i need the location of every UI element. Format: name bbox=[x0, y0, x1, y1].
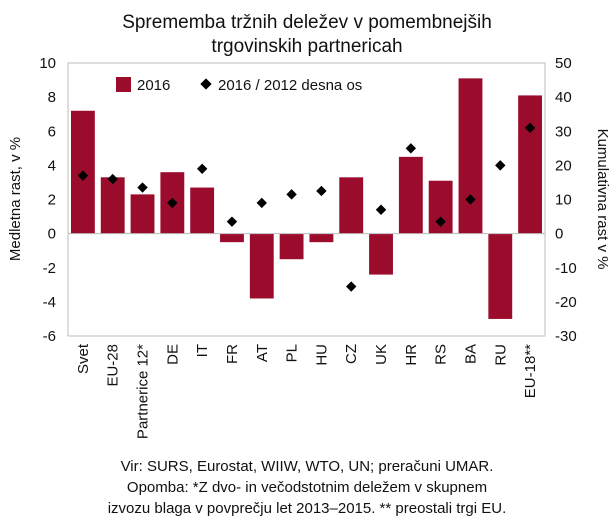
marker-rs bbox=[435, 216, 446, 227]
chart-title-line-2: trgovinskih partnericah bbox=[211, 36, 402, 57]
left-axis-label: Medletna rast, v % bbox=[7, 137, 24, 261]
marker-pl bbox=[286, 189, 297, 200]
bar-eu-18 bbox=[518, 95, 543, 234]
chart-footer: Vir: SURS, Eurostat, WIIW, WTO, UN; prer… bbox=[0, 456, 614, 519]
remark-line-2: izvozu blaga v povprečju let 2013–2015. … bbox=[107, 500, 507, 517]
marker-series-cumulative bbox=[77, 122, 536, 292]
right-tick-label: 40 bbox=[555, 89, 572, 106]
x-tick-label: EU-28 bbox=[105, 344, 122, 387]
right-axis-ticks: 50 40 30 20 10 0 -10 -20 -30 bbox=[555, 55, 577, 345]
marker-de bbox=[167, 197, 178, 209]
legend-swatch-bar bbox=[116, 77, 131, 92]
right-tick-label: -10 bbox=[555, 260, 577, 277]
marker-fr bbox=[226, 216, 238, 227]
bar-ba bbox=[458, 78, 483, 234]
marker-eu-18 bbox=[524, 122, 536, 134]
x-tick-label: IT bbox=[194, 344, 211, 357]
x-tick-label: RU bbox=[492, 344, 509, 366]
x-tick-label: AT bbox=[254, 344, 271, 362]
legend-label-2016: 2016 bbox=[137, 77, 170, 94]
marker-ba bbox=[465, 194, 476, 205]
source-note: Vir: SURS, Eurostat, WIIW, WTO, UN; prer… bbox=[120, 458, 494, 475]
left-tick-label: 10 bbox=[39, 55, 56, 72]
bar-fr bbox=[220, 233, 244, 243]
bar-cz bbox=[339, 177, 364, 234]
right-axis-label: Kumulativna rast v % bbox=[594, 129, 611, 270]
marker-svet bbox=[77, 170, 89, 181]
left-axis-ticks: 10 8 6 4 2 0 -2 -4 -6 bbox=[39, 55, 56, 345]
left-tick-label: 4 bbox=[48, 157, 56, 174]
x-tick-label: DE bbox=[164, 344, 181, 365]
left-tick-label: -2 bbox=[43, 260, 56, 277]
x-tick-label: PL bbox=[284, 344, 301, 362]
remark-line-1: Opomba: *Z dvo- in večodstotnim deležem … bbox=[126, 479, 488, 496]
bar-hu bbox=[309, 233, 334, 243]
bar-eu-28 bbox=[100, 177, 125, 234]
x-tick-label: UK bbox=[373, 344, 390, 365]
right-tick-label: 10 bbox=[555, 192, 572, 209]
x-tick-label: BA bbox=[462, 344, 479, 364]
left-tick-label: 6 bbox=[48, 123, 56, 140]
bar-ru bbox=[488, 233, 513, 319]
bar-rs bbox=[428, 180, 453, 234]
x-tick-label: RS bbox=[433, 344, 450, 365]
x-tick-label: CZ bbox=[343, 344, 360, 364]
marker-uk bbox=[375, 204, 387, 215]
left-tick-label: -4 bbox=[43, 294, 56, 311]
marker-ru bbox=[495, 160, 506, 171]
left-tick-label: 0 bbox=[48, 226, 56, 243]
market-share-chart: Sprememba tržnih deležev v pomembnejših … bbox=[7, 12, 611, 439]
x-axis-labels: Svet EU-28 Partnerice 12* DE IT FR AT PL HU CZ UK H… bbox=[75, 343, 539, 439]
x-tick-label: HU bbox=[313, 344, 330, 366]
chart-title-line-1: Sprememba tržnih deležev v pomembnejših bbox=[122, 12, 492, 33]
marker-cz bbox=[346, 281, 357, 292]
left-tick-label: 2 bbox=[48, 192, 56, 209]
marker-hu bbox=[316, 185, 327, 197]
x-tick-label: FR bbox=[224, 344, 241, 364]
x-tick-label: HR bbox=[403, 344, 420, 366]
x-tick-label: EU-18** bbox=[522, 344, 539, 398]
right-tick-label: 20 bbox=[555, 157, 572, 174]
right-tick-label: 0 bbox=[555, 226, 563, 243]
plot-area-frame bbox=[67, 62, 546, 337]
legend-label-cumulative: 2016 / 2012 desna os bbox=[218, 77, 362, 94]
legend-swatch-diamond bbox=[200, 78, 212, 90]
bar-uk bbox=[369, 233, 393, 275]
left-tick-label: 8 bbox=[48, 89, 56, 106]
marker-hr bbox=[405, 143, 417, 154]
marker-it bbox=[196, 163, 208, 174]
bar-pl bbox=[279, 233, 304, 260]
right-tick-label: 50 bbox=[555, 55, 572, 72]
bar-hr bbox=[398, 156, 423, 234]
bar-at bbox=[249, 233, 274, 299]
marker-eu-28 bbox=[107, 173, 118, 185]
right-tick-label: 30 bbox=[555, 123, 572, 140]
bar-series-2016 bbox=[70, 78, 543, 319]
bar-it bbox=[190, 187, 215, 234]
bar-partnerice-12 bbox=[130, 194, 155, 234]
right-tick-label: -30 bbox=[555, 328, 577, 345]
x-tick-label: Svet bbox=[75, 343, 92, 374]
marker-at bbox=[256, 197, 267, 209]
right-tick-label: -20 bbox=[555, 294, 577, 311]
x-tick-label: Partnerice 12* bbox=[135, 344, 152, 439]
left-tick-label: -6 bbox=[43, 328, 56, 345]
legend: 2016 2016 / 2012 desna os bbox=[116, 77, 362, 94]
marker-partnerice-12 bbox=[137, 182, 148, 193]
